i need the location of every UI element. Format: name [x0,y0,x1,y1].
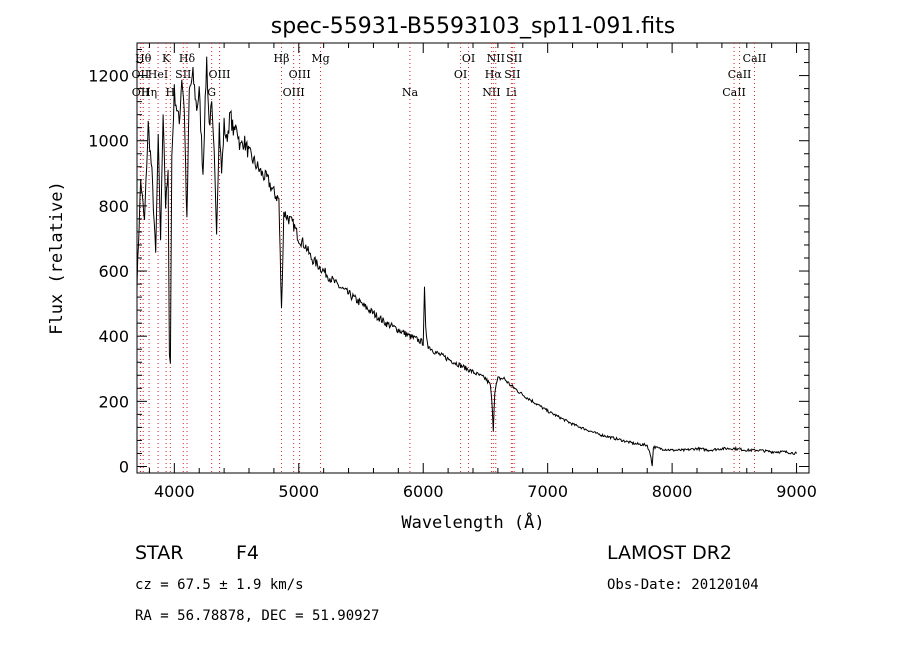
survey-name: LAMOST DR2 [607,542,732,564]
y-axis-label: Flux (relative) [47,181,67,335]
line-label-2: Hθ [135,52,152,65]
y-tick-label-4: 800 [98,197,129,216]
line-label-22: SII [504,68,520,81]
line-label-18: NII [482,86,500,99]
line-label-26: CaII [743,52,767,65]
line-label-16: OI [454,68,467,81]
line-markers: OIIOIIHθHηHeIKHSIIHδGOIIIHβOIIIOIIIMgNaO… [132,43,767,473]
line-label-17: OI [462,52,475,65]
line-label-4: HeI [148,68,168,81]
y-tick-label-0: 0 [119,457,129,476]
plot-frame [136,42,810,474]
y-tick-label-5: 1000 [88,132,129,151]
line-label-19: Hα [485,68,503,81]
line-label-24: CaII [722,86,746,99]
line-label-23: SII [506,52,522,65]
axis-ticks: 4000 5000 6000 7000 8000 9000 0 200 400 600 800 100… [88,43,817,501]
spectrum-series-0 [136,56,798,467]
coordinates: RA = 56.78878, DEC = 51.90927 [135,608,379,624]
line-label-9: G [207,86,216,99]
observation-date: Obs-Date: 20120104 [607,577,759,593]
y-tick-label-6: 1200 [88,67,129,86]
spectral-subclass: F4 [236,542,259,564]
line-label-25: CaII [728,68,752,81]
x-axis-label: Wavelength (Å) [401,511,544,533]
line-label-5: K [162,52,171,65]
line-label-21: Li [506,86,517,99]
y-tick-label-2: 400 [98,327,129,346]
object-class: STAR [135,542,183,564]
redshift-velocity: cz = 67.5 ± 1.9 km/s [135,577,304,593]
line-label-0: OII [132,68,150,81]
series-layer [136,56,798,467]
line-label-15: Na [402,86,419,99]
x-tick-label-4: 8000 [652,482,693,501]
y-tick-label-3: 600 [98,262,129,281]
line-label-14: Mg [311,52,329,65]
line-label-12: OIII [283,86,305,99]
line-label-10: OIII [208,68,230,81]
x-tick-label-3: 7000 [527,482,568,501]
x-tick-label-5: 9000 [776,482,817,501]
line-label-20: NII [487,52,505,65]
line-label-7: SII [175,68,191,81]
x-tick-label-0: 4000 [154,482,195,501]
line-label-1: OII [132,86,150,99]
line-label-11: Hβ [274,52,290,65]
chart-title: spec-55931-B5593103_sp11-091.fits [271,14,676,39]
line-label-8: Hδ [179,52,196,65]
line-label-13: OIII [289,68,311,81]
line-label-6: H [166,86,176,99]
x-tick-label-2: 6000 [403,482,444,501]
line-label-3: Hη [141,86,157,99]
x-tick-label-1: 5000 [278,482,319,501]
y-tick-label-1: 200 [98,392,129,411]
